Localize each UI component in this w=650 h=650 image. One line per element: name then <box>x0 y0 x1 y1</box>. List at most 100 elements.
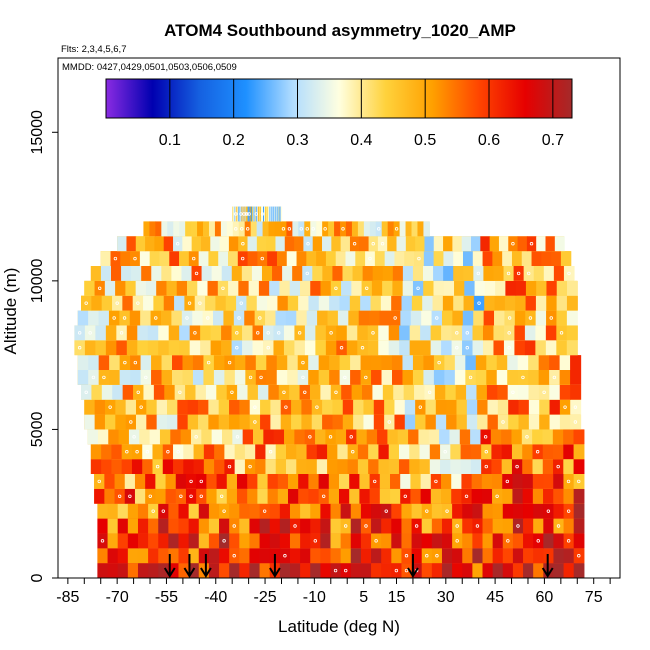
heatmap-cell <box>330 518 342 534</box>
heatmap-cell <box>543 518 555 534</box>
sample-point <box>526 271 531 276</box>
heatmap-cell <box>198 414 209 430</box>
heatmap-cell <box>421 563 433 578</box>
heatmap-cell <box>492 488 503 504</box>
heatmap-cell <box>296 444 308 460</box>
heatmap-cell <box>311 399 323 415</box>
heatmap-cell <box>384 251 396 266</box>
heatmap-cell <box>141 266 152 281</box>
heatmap-cell <box>573 518 585 534</box>
heatmap-cell <box>502 533 514 549</box>
heatmap-cell <box>501 444 513 460</box>
heatmap-cell <box>173 459 184 474</box>
heatmap-cell <box>298 295 310 311</box>
heatmap-cell <box>560 251 572 266</box>
sample-point <box>425 509 429 513</box>
x-tick-label: 5 <box>359 589 368 606</box>
heatmap-cell <box>339 370 351 385</box>
heatmap-cell <box>171 266 183 281</box>
heatmap-cell <box>249 399 261 415</box>
heatmap-cell <box>308 488 320 504</box>
heatmap-cell <box>148 563 159 578</box>
heatmap-cell <box>245 370 257 385</box>
heatmap-cell <box>150 310 162 326</box>
heatmap-cell <box>532 429 544 445</box>
flights-subtitle: Flts: 2,3,4,5,6,7 <box>61 44 126 55</box>
heatmap-cell <box>350 355 362 370</box>
sample-point <box>427 390 432 394</box>
heatmap-cell <box>552 429 564 445</box>
x-axis-label: Latitude (deg N) <box>278 617 400 636</box>
heatmap-cell <box>214 459 225 474</box>
heatmap-cell <box>95 325 107 341</box>
sample-point <box>77 346 82 350</box>
heatmap-cell <box>299 384 311 400</box>
heatmap-cell <box>531 251 542 266</box>
sample-point <box>135 450 139 454</box>
heatmap-cell <box>205 295 217 311</box>
heatmap-cell <box>267 295 279 311</box>
heatmap-cell <box>400 310 412 326</box>
heatmap-cell <box>518 384 530 400</box>
heatmap-cell <box>273 429 285 445</box>
heatmap-cell <box>494 310 506 326</box>
sample-point <box>529 242 534 246</box>
heatmap-cell <box>359 236 370 252</box>
heatmap-cell <box>382 266 394 281</box>
heatmap-cell <box>97 548 109 564</box>
sample-point <box>329 331 333 335</box>
x-tick-label: 15 <box>388 589 406 606</box>
heatmap-cell <box>104 414 116 430</box>
heatmap-cell <box>249 533 261 549</box>
heatmap-cell <box>390 488 401 504</box>
heatmap-cell <box>456 399 468 415</box>
heatmap-cell <box>310 280 322 296</box>
heatmap-cell <box>130 370 142 385</box>
heatmap-cell <box>332 414 344 430</box>
heatmap-cell <box>433 280 445 296</box>
heatmap-cell <box>164 384 176 400</box>
heatmap-cell <box>335 251 347 266</box>
heatmap-cell <box>400 474 412 489</box>
sample-point <box>344 568 348 573</box>
heatmap-cell <box>340 236 351 252</box>
sample-point <box>262 509 267 513</box>
heatmap-cell <box>125 280 137 296</box>
heatmap-cell <box>294 429 306 445</box>
sample-point <box>394 227 399 231</box>
sample-point <box>194 271 199 276</box>
heatmap-cell <box>191 266 203 281</box>
sample-point <box>248 375 253 380</box>
heatmap-cell <box>362 266 374 281</box>
heatmap-cell <box>512 503 524 519</box>
heatmap-cell <box>247 488 258 504</box>
heatmap-cell <box>221 266 233 281</box>
heatmap-cell <box>525 295 537 311</box>
heatmap-cell <box>492 251 503 266</box>
sample-point <box>237 316 241 320</box>
heatmap-cell <box>289 384 301 400</box>
heatmap-cell <box>267 251 278 266</box>
heatmap-cell <box>496 370 508 385</box>
heatmap-cell <box>105 340 117 356</box>
sample-point <box>416 286 420 290</box>
heatmap-cell <box>275 236 286 252</box>
sample-point <box>178 390 182 394</box>
heatmap-cell <box>372 384 384 400</box>
heatmap-cell <box>309 384 321 400</box>
heatmap-cell <box>433 266 444 281</box>
heatmap-cell <box>545 325 557 341</box>
heatmap-cell <box>452 548 463 564</box>
sample-point <box>139 405 143 409</box>
heatmap-cell <box>320 548 332 564</box>
heatmap-cell <box>137 533 149 549</box>
heatmap-cell <box>177 399 189 415</box>
heatmap-cell <box>340 518 352 534</box>
heatmap-cell <box>239 563 251 578</box>
heatmap-cell <box>566 295 578 311</box>
heatmap-cell <box>128 429 140 445</box>
heatmap-cell <box>442 295 454 311</box>
heatmap-cell <box>320 503 332 519</box>
heatmap-cell <box>559 384 571 400</box>
heatmap-cell <box>538 370 550 385</box>
